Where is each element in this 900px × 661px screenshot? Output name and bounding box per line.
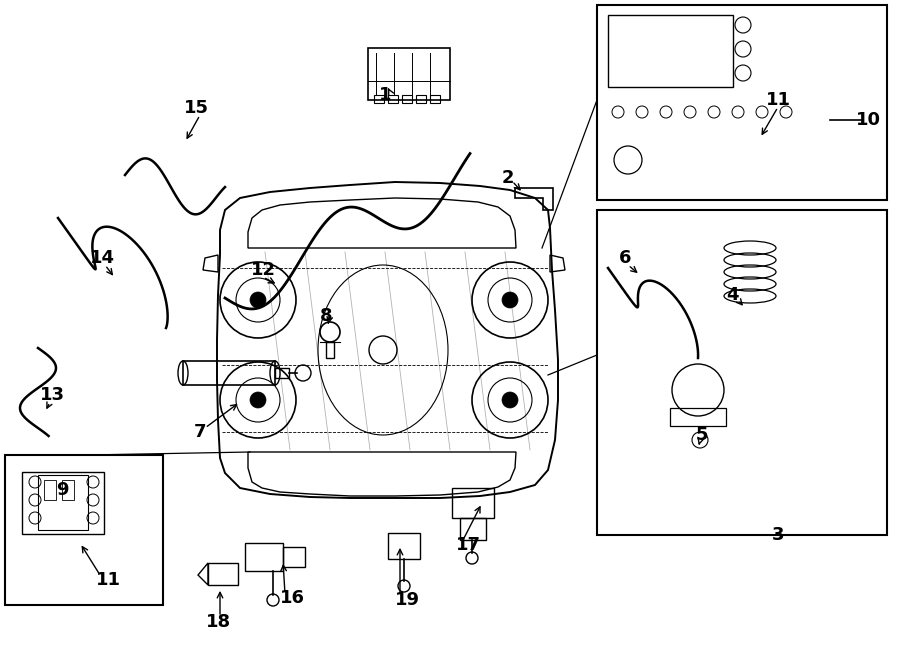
- Bar: [275, 368, 289, 378]
- Bar: [452, 488, 494, 518]
- Bar: [608, 15, 733, 87]
- Bar: [245, 543, 283, 571]
- Text: 19: 19: [394, 591, 419, 609]
- Circle shape: [250, 392, 266, 408]
- Bar: [183, 361, 275, 385]
- Text: 17: 17: [455, 536, 481, 554]
- Text: 3: 3: [772, 526, 784, 544]
- Circle shape: [250, 292, 266, 308]
- Bar: [368, 48, 450, 100]
- Bar: [402, 95, 412, 103]
- Bar: [326, 342, 334, 358]
- Bar: [670, 408, 726, 426]
- Text: 7: 7: [194, 423, 206, 441]
- Bar: [388, 95, 398, 103]
- Text: 14: 14: [89, 249, 114, 267]
- Text: 16: 16: [280, 589, 304, 607]
- Circle shape: [502, 292, 518, 308]
- Text: 1: 1: [379, 86, 392, 104]
- Bar: [388, 533, 420, 559]
- Bar: [430, 95, 440, 103]
- Bar: [38, 475, 88, 530]
- Bar: [597, 210, 887, 535]
- Bar: [22, 472, 104, 534]
- Text: 18: 18: [205, 613, 230, 631]
- Text: 6: 6: [619, 249, 631, 267]
- Bar: [62, 480, 74, 500]
- Circle shape: [502, 392, 518, 408]
- Bar: [374, 95, 384, 103]
- Bar: [44, 480, 56, 500]
- Bar: [460, 518, 486, 540]
- Text: 11: 11: [766, 91, 790, 109]
- Text: 9: 9: [56, 481, 68, 499]
- Text: 12: 12: [250, 261, 275, 279]
- Bar: [416, 95, 426, 103]
- Bar: [597, 5, 887, 200]
- Bar: [208, 563, 238, 585]
- Bar: [5, 455, 163, 605]
- Text: 8: 8: [320, 307, 332, 325]
- Text: 2: 2: [502, 169, 514, 187]
- Text: 13: 13: [40, 386, 65, 404]
- Bar: [283, 547, 305, 567]
- Text: 4: 4: [725, 286, 738, 304]
- Text: 5: 5: [696, 426, 708, 444]
- Text: 10: 10: [856, 111, 880, 129]
- Text: 15: 15: [184, 99, 209, 117]
- Text: 11: 11: [95, 571, 121, 589]
